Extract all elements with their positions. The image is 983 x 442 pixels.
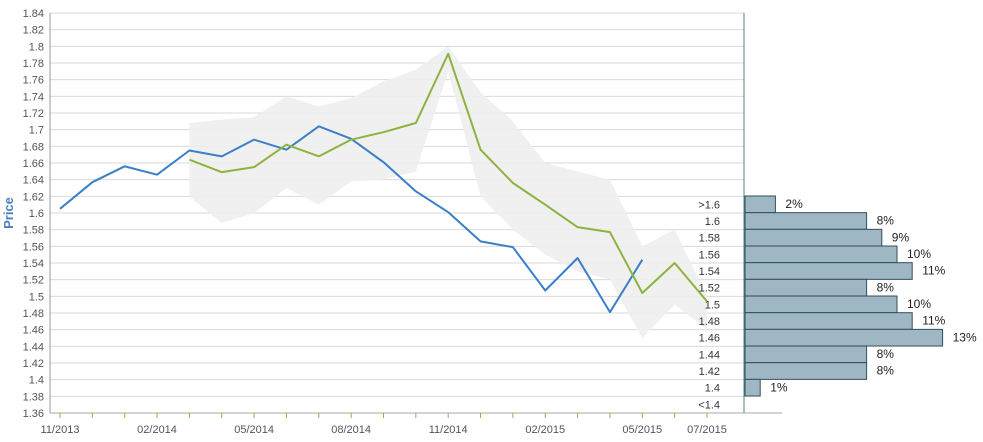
histogram-percent-label: 2% [785,197,803,211]
histogram-percent-label: 1% [770,380,788,394]
y-tick-label: 1.42 [23,358,44,370]
histogram-percent-label: 8% [877,214,895,228]
series-line-2 [189,52,708,302]
histogram-percent-label: 9% [892,230,910,244]
histogram-bin-label: 1.44 [699,349,720,361]
histogram-bar [744,278,868,297]
x-tick-label: 05/2014 [234,424,274,436]
gridlines: 1.36 1.38 1.4 1.42 1.44 1.46 1.48 1.5 1.52 1.54 1.… [23,8,744,420]
y-tick-label: 1.66 [23,158,44,170]
y-tick-label: 1.76 [23,75,44,87]
histogram-bin-label: >1.6 [698,199,720,211]
histogram-bin-label: 1.56 [699,249,720,261]
histogram-percent-label: 8% [877,364,895,378]
y-tick-label: 1.44 [23,341,44,353]
forecast-band [189,46,707,338]
histogram-bar [744,295,898,314]
histogram-bin-label: 1.42 [699,366,720,378]
y-tick-label: 1.7 [29,125,44,137]
x-tick-label: 11/2014 [429,424,468,436]
y-tick-label: 1.82 [23,25,44,37]
y-tick-label: 1.74 [23,91,44,103]
y-tick-label: 1.8 [29,41,44,53]
histogram-bin-label: <1.4 [698,399,720,411]
y-tick-label: 1.38 [23,391,44,403]
histogram-bar [744,262,913,280]
histogram-bin-label: 1.46 [699,333,720,345]
x-tick-label: 02/2015 [525,424,565,436]
histogram-bar [744,195,776,214]
y-tick-label: 1.68 [23,141,44,153]
y-tick-label: 1.78 [23,58,44,70]
y-tick-label: 1.64 [23,175,44,187]
histogram-bar [744,378,761,397]
y-tick-label: 1.54 [23,258,44,270]
histogram-bar [744,362,868,380]
y-tick-label: 1.5 [29,291,44,303]
histogram-percent-label: 11% [922,264,945,278]
y-tick-label: 1.6 [29,208,44,220]
x-tick-label: 11/2013 [41,424,80,436]
x-tick-label: 02/2014 [137,424,177,436]
histogram-bar [744,228,883,247]
histogram-bin-label: 1.48 [699,316,720,328]
histogram-bin-label: 1.5 [705,299,720,311]
distribution-histogram: >1.6 2% 1.6 8% 1.58 9% 1.56 10% 1.54 11% 1.52 8% 1.5… [698,195,977,411]
histogram-percent-label: 8% [877,280,895,294]
y-tick-label: 1.52 [23,275,44,287]
histogram-percent-label: 13% [953,330,977,344]
forecast-range [189,46,707,338]
y-tick-label: 1.62 [23,191,44,203]
y-tick-label: 1.36 [23,408,44,420]
histogram-bin-label: 1.54 [699,266,720,278]
axes: 11/2013 02/2014 05/2014 08/2014 11/2014 02/20… [41,13,782,436]
x-tick-label: 07/2015 [687,424,727,436]
histogram-percent-label: 11% [922,314,945,328]
histogram-bar [744,345,868,364]
x-tick-label: 05/2015 [622,424,662,436]
y-axis-title: Price [1,197,16,229]
y-tick-label: 1.48 [23,308,44,320]
histogram-bin-label: 1.58 [699,233,720,245]
price-series [59,52,708,314]
y-tick-label: 1.58 [23,225,44,237]
histogram-percent-label: 10% [907,297,931,311]
y-tick-label: 1.46 [23,325,44,337]
y-tick-label: 1.84 [23,8,44,20]
histogram-bar [744,312,913,330]
histogram-bar [744,245,898,264]
y-tick-label: 1.56 [23,241,44,253]
histogram-bar [744,212,868,230]
histogram-percent-label: 8% [877,347,895,361]
y-tick-label: 1.72 [23,108,44,120]
histogram-bin-label: 1.6 [705,216,720,228]
x-tick-label: 08/2014 [331,424,371,436]
y-tick-label: 1.4 [29,375,44,387]
histogram-bar [744,328,944,347]
histogram-percent-label: 10% [907,247,931,261]
histogram-bin-label: 1.4 [705,383,720,395]
histogram-bin-label: 1.52 [699,283,720,295]
